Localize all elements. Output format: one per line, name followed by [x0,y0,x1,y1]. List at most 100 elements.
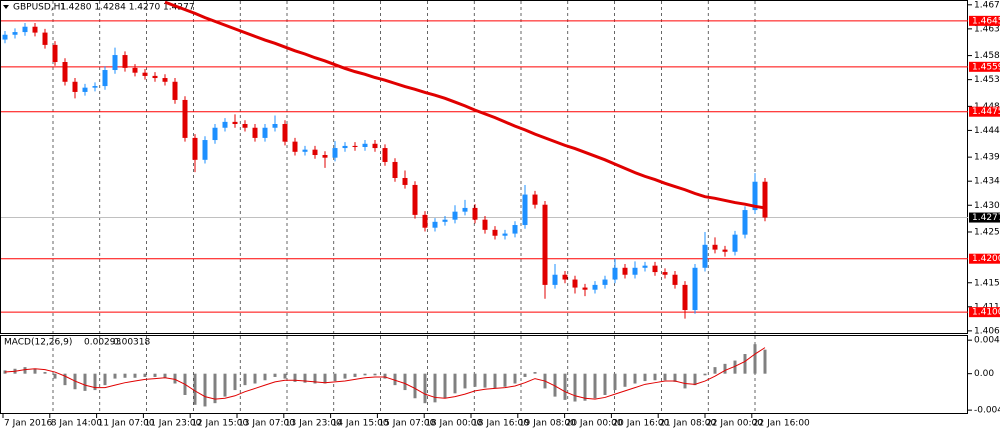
candle-body [742,210,748,235]
candle-body [472,207,478,220]
macd-bar [633,373,637,384]
candle-body [202,140,208,160]
candle-body [452,211,458,220]
candle-body [492,229,498,236]
candle-body [372,143,378,149]
candle-body [392,161,398,178]
candle-body [262,127,268,138]
macd-bar [223,373,227,397]
macd-bar [393,373,397,386]
candle-body [122,55,128,68]
candle-body [602,279,608,285]
candle-body [422,214,428,228]
x-tick-label: 18 Jan 00:00 [425,419,482,429]
level-label-box [969,307,1000,318]
x-tick-label: 8 Jan 14:00 [51,419,103,429]
candle-body [102,70,108,87]
macd-bar [93,373,97,391]
macd-bar [373,373,377,376]
macd-bar [653,373,657,381]
candle-body [732,234,738,252]
macd-bar [623,373,627,387]
candle-body [482,219,488,230]
y-tick-label: 1.4535 [974,75,1000,85]
y-tick-label: 0.00409 [974,336,1000,346]
candle-body [752,181,758,211]
macd-bar [733,360,737,374]
macd-bar [403,373,407,391]
chart-title: GBPUSD,H1 [13,3,66,13]
candle-body [612,267,618,280]
macd-bar [673,373,677,382]
macd-bar [333,373,337,382]
y-tick-label: 1.4675 [974,0,1000,10]
macd-bar [663,373,667,381]
x-tick-label: 12 Jan 15:00 [191,419,248,429]
candle-body [52,44,58,63]
candle-body [692,267,698,311]
x-tick-label: 20 Jan 16:00 [612,419,669,429]
candle-body [142,72,148,76]
candle-body [522,194,528,226]
candle-body [762,181,768,218]
candle-body [222,121,228,128]
candle-body [542,204,548,285]
macd-bar [243,373,247,386]
candle-body [272,124,278,128]
candle-body [502,233,508,236]
candle-body [62,62,68,82]
macd-bar [693,373,697,386]
macd-bar [353,373,357,377]
candle-body [302,149,308,152]
y-tick-label: 1.4580 [974,51,1000,61]
level-label-box [969,106,1000,117]
y-tick-label: 1.4440 [974,126,1000,136]
candle-body [662,272,668,275]
macd-bar [613,373,617,391]
candle-body [172,81,178,100]
candle-body [342,145,348,149]
level-label-box [969,61,1000,72]
level-label-box [969,253,1000,264]
macd-bar [503,373,507,387]
candle-body [332,148,338,158]
y-tick-label: 1.4630 [974,24,1000,34]
macd-bar [163,373,167,378]
candle-body [212,127,218,141]
candle-body [242,124,248,128]
candle-body [152,75,158,79]
macd-bar [573,373,577,402]
candle-body [92,86,98,88]
candle-body [162,78,168,82]
macd-bar [483,373,487,388]
level-label: 1.4559 [972,62,1000,72]
candle-body [282,124,288,142]
candle-body [682,284,688,311]
macd-bar [313,373,317,384]
macd-bar [743,354,747,374]
macd-bar [253,373,257,384]
macd-bar [523,373,527,377]
macd-bar [143,373,147,377]
macd-bar [553,373,557,397]
macd-bar [433,373,437,403]
macd-last-signal: 0.00318 [113,338,150,348]
macd-bar [513,373,517,384]
candle-body [702,244,708,268]
macd-bar [413,373,417,399]
macd-bar [123,373,127,378]
macd-bar [643,373,647,382]
candle-body [592,284,598,290]
macd-bar [113,373,117,379]
x-tick-label: 13 Jan 23:00 [285,419,342,429]
y-tick-label: 1.4155 [974,278,1000,288]
y-tick-label: 1.4300 [974,201,1000,211]
level-label: 1.4475 [972,107,1000,117]
x-tick-label: 14 Jan 15:00 [332,419,389,429]
y-tick-label: -0.00445 [974,406,1000,416]
candle-body [562,274,568,280]
macd-panel-frame [0,335,968,414]
macd-bar [493,373,497,389]
macd-bar [563,373,567,400]
